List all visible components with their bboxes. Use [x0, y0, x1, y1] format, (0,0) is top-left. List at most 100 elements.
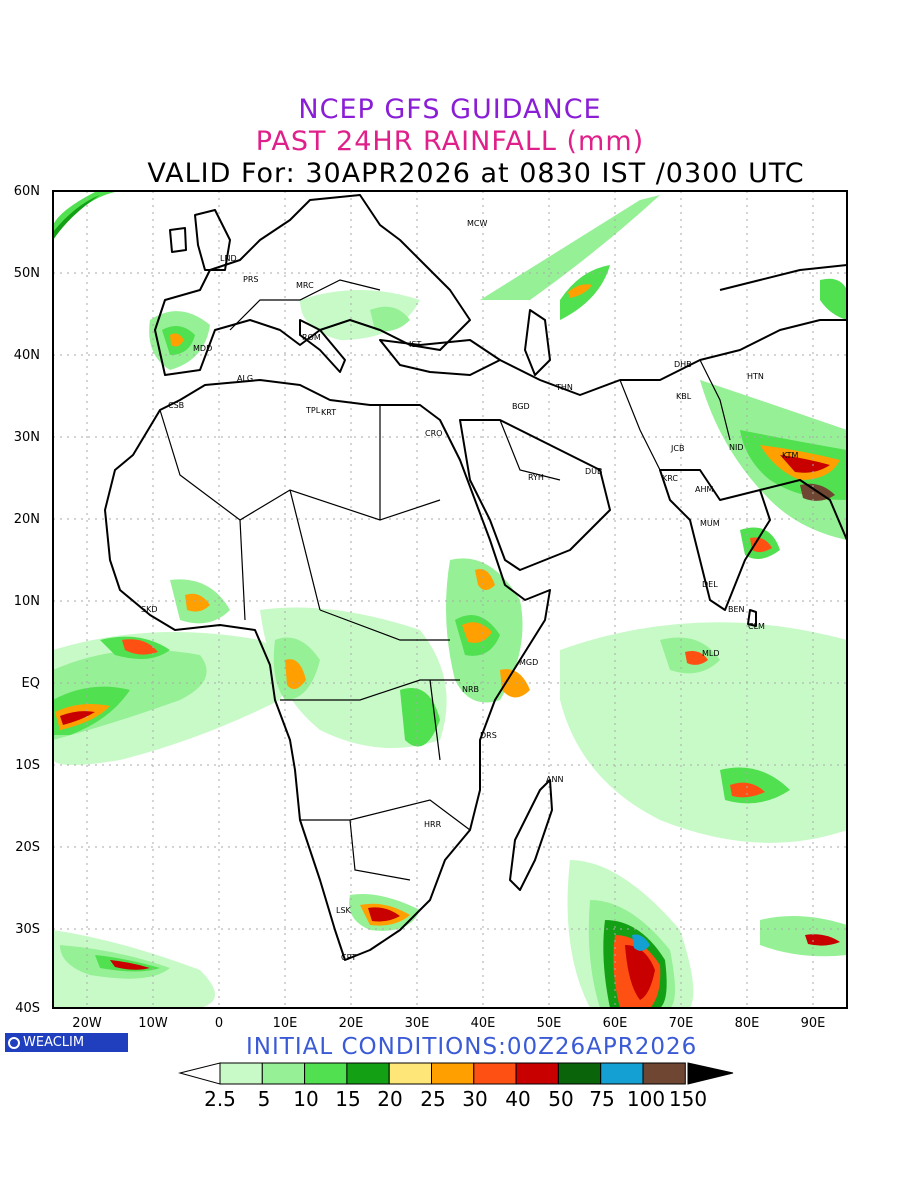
colorbar-label: 40	[505, 1087, 531, 1111]
colorbar-label: 100	[626, 1087, 666, 1111]
station-label: TPL	[305, 406, 321, 415]
logo-text: WEACLIM	[23, 1035, 85, 1050]
lat-label: 60N	[13, 184, 40, 199]
lat-label: EQ	[21, 676, 40, 691]
station-label: ALG	[237, 374, 253, 383]
lat-label: 30N	[13, 430, 40, 445]
colorbar-cell	[388, 1062, 433, 1085]
lon-label: 10W	[138, 1016, 168, 1031]
colorbar-cell	[600, 1062, 644, 1085]
lon-label: 40E	[470, 1016, 496, 1031]
lon-label: 0	[214, 1016, 224, 1031]
colorbar-label: 25	[420, 1087, 446, 1111]
map-title: NCEP GFS GUIDANCE	[298, 94, 602, 125]
lon-label: 20W	[72, 1016, 102, 1031]
station-label: KBL	[676, 392, 692, 401]
station-label: MGD	[519, 658, 538, 667]
station-label: MLD	[702, 649, 720, 658]
colorbar-cell	[304, 1062, 348, 1085]
lat-label: 50N	[13, 266, 40, 281]
map-frame	[52, 190, 848, 1009]
station-label: KTM	[782, 451, 799, 460]
station-label: NID	[729, 443, 744, 452]
colorbar-cell	[515, 1062, 559, 1085]
station-label: CLM	[748, 622, 765, 631]
lat-label: 40N	[13, 348, 40, 363]
colorbar-label: 10	[293, 1087, 319, 1111]
colorbar-label: 75	[589, 1087, 615, 1111]
lon-label: 30E	[404, 1016, 430, 1031]
valid-time: VALID For: 30APR2026 at 0830 IST /0300 U…	[147, 158, 805, 189]
colorbar-cell	[557, 1062, 602, 1085]
map-subtitle: PAST 24HR RAINFALL (mm)	[255, 126, 645, 157]
station-label: BGD	[512, 402, 530, 411]
station-label: DEL	[702, 580, 718, 589]
rainfall-shading	[53, 192, 847, 1008]
lat-label: 30S	[15, 922, 40, 937]
station-label: DRS	[480, 731, 497, 740]
lon-label: 50E	[536, 1016, 562, 1031]
lon-label: 90E	[800, 1016, 826, 1031]
colorbar-label: 5	[257, 1087, 271, 1111]
station-label: LSK	[336, 906, 352, 915]
station-label: JCB	[670, 444, 684, 453]
station-label: LND	[220, 254, 237, 263]
colorbar-cell	[431, 1062, 475, 1085]
lon-label: 10E	[272, 1016, 298, 1031]
station-label: DHB	[674, 360, 692, 369]
colorbar-label: 15	[335, 1087, 361, 1111]
station-label: AHM	[695, 485, 713, 494]
lon-label: 80E	[734, 1016, 760, 1031]
coastlines	[104, 194, 847, 961]
colorbar-cell	[346, 1062, 390, 1085]
station-label: NRB	[462, 685, 479, 694]
station-labels: MCW LND PRS MRC MDD ROM IST ALG CSB TPL …	[141, 219, 799, 962]
station-label: MDD	[193, 344, 212, 353]
station-label: KRC	[662, 474, 678, 483]
lat-label: 10S	[15, 758, 40, 773]
station-label: DUB	[585, 467, 603, 476]
lon-label: 20E	[338, 1016, 364, 1031]
weaclim-logo[interactable]: WEACLIM	[5, 1033, 128, 1052]
lat-label: 10N	[13, 594, 40, 609]
station-label: THN	[555, 383, 573, 392]
station-label: RYH	[528, 473, 544, 482]
station-label: PRS	[243, 275, 258, 284]
station-label: MRC	[296, 281, 314, 290]
colorbar	[178, 1062, 734, 1085]
colorbar-cell	[261, 1062, 306, 1085]
station-label: MCW	[467, 219, 487, 228]
colorbar-low-arrow	[178, 1062, 221, 1085]
station-label: CPT	[341, 953, 356, 962]
station-label: BEN	[728, 605, 745, 614]
colorbar-label: 50	[548, 1087, 574, 1111]
colorbar-label: 30	[462, 1087, 488, 1111]
station-label: SKD	[141, 605, 157, 614]
graticule	[53, 191, 847, 1008]
station-label: MUM	[700, 519, 720, 528]
station-label: IST	[409, 340, 421, 349]
borders	[159, 279, 731, 881]
colorbar-label: 2.5	[204, 1087, 236, 1111]
station-label: ROM	[302, 333, 321, 342]
colorbar-high-arrow	[687, 1062, 734, 1085]
lon-label: 70E	[668, 1016, 694, 1031]
colorbar-label: 150	[668, 1087, 708, 1111]
station-label: KRT	[321, 408, 336, 417]
station-label: CSB	[168, 401, 184, 410]
colorbar-cells	[219, 1062, 686, 1085]
colorbar-cell	[642, 1062, 686, 1085]
lat-label: 20N	[13, 512, 40, 527]
station-label: HRR	[424, 820, 442, 829]
station-label: HTN	[747, 372, 764, 381]
station-label: CRO	[425, 429, 442, 438]
colorbar-cell	[473, 1062, 517, 1085]
initial-conditions: INITIAL CONDITIONS:00Z26APR2026	[246, 1034, 698, 1060]
lon-label: 60E	[602, 1016, 628, 1031]
colorbar-label: 20	[377, 1087, 403, 1111]
colorbar-cell	[219, 1062, 263, 1085]
station-label: ANN	[546, 775, 563, 784]
lat-label: 20S	[15, 840, 40, 855]
logo-circle-icon	[8, 1037, 20, 1049]
